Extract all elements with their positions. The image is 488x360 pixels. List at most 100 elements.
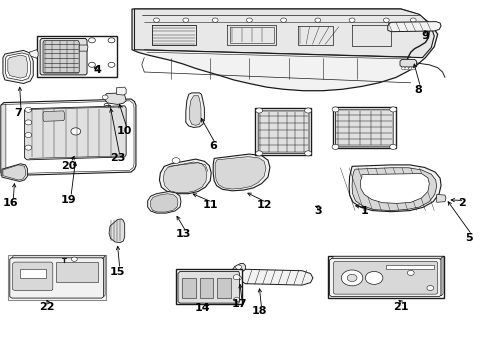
Circle shape bbox=[407, 270, 413, 275]
Polygon shape bbox=[178, 271, 239, 303]
Circle shape bbox=[331, 144, 338, 149]
Polygon shape bbox=[40, 39, 87, 75]
Text: 23: 23 bbox=[109, 153, 125, 163]
Circle shape bbox=[255, 108, 262, 113]
Polygon shape bbox=[134, 9, 433, 58]
Polygon shape bbox=[43, 41, 79, 73]
Circle shape bbox=[408, 67, 412, 70]
Circle shape bbox=[212, 18, 218, 22]
Circle shape bbox=[102, 95, 108, 99]
Text: 11: 11 bbox=[202, 200, 218, 210]
Text: 14: 14 bbox=[195, 303, 210, 313]
Text: 12: 12 bbox=[256, 200, 271, 210]
Circle shape bbox=[389, 144, 396, 149]
Circle shape bbox=[235, 276, 241, 280]
Circle shape bbox=[71, 257, 77, 261]
Polygon shape bbox=[20, 269, 46, 278]
Circle shape bbox=[341, 270, 362, 286]
Circle shape bbox=[280, 18, 286, 22]
Circle shape bbox=[88, 62, 95, 67]
Text: 21: 21 bbox=[392, 302, 408, 312]
Polygon shape bbox=[13, 262, 53, 291]
Polygon shape bbox=[331, 256, 442, 258]
Polygon shape bbox=[12, 256, 105, 258]
Bar bbox=[327, 256, 443, 298]
Text: 13: 13 bbox=[175, 229, 191, 239]
Circle shape bbox=[304, 151, 311, 156]
Text: 4: 4 bbox=[94, 65, 102, 75]
Circle shape bbox=[255, 151, 262, 156]
Circle shape bbox=[25, 132, 32, 138]
Text: 2: 2 bbox=[457, 198, 465, 208]
Polygon shape bbox=[436, 194, 445, 202]
Circle shape bbox=[25, 120, 32, 125]
Polygon shape bbox=[103, 256, 105, 297]
Polygon shape bbox=[116, 87, 126, 95]
Polygon shape bbox=[333, 261, 437, 294]
Polygon shape bbox=[399, 59, 416, 67]
Circle shape bbox=[331, 107, 338, 112]
Circle shape bbox=[172, 158, 180, 163]
Polygon shape bbox=[215, 157, 265, 189]
Circle shape bbox=[25, 145, 32, 150]
Polygon shape bbox=[387, 22, 440, 32]
Polygon shape bbox=[79, 45, 88, 51]
Circle shape bbox=[233, 275, 240, 280]
Circle shape bbox=[25, 107, 32, 112]
Polygon shape bbox=[329, 258, 440, 297]
Polygon shape bbox=[386, 265, 433, 269]
Polygon shape bbox=[24, 106, 126, 160]
Polygon shape bbox=[3, 50, 33, 84]
Circle shape bbox=[401, 67, 405, 70]
Polygon shape bbox=[150, 194, 178, 212]
Polygon shape bbox=[3, 101, 134, 174]
Circle shape bbox=[426, 285, 433, 291]
Bar bbox=[37, 36, 117, 77]
Polygon shape bbox=[213, 154, 269, 191]
Polygon shape bbox=[232, 264, 245, 281]
Polygon shape bbox=[3, 165, 25, 180]
Circle shape bbox=[365, 271, 382, 284]
Polygon shape bbox=[43, 111, 64, 121]
Circle shape bbox=[346, 274, 356, 282]
Polygon shape bbox=[29, 50, 38, 58]
Text: 8: 8 bbox=[413, 85, 421, 95]
Polygon shape bbox=[258, 111, 308, 153]
Circle shape bbox=[404, 67, 408, 70]
Bar bbox=[255, 108, 311, 155]
Polygon shape bbox=[109, 219, 124, 243]
Bar bbox=[217, 278, 230, 298]
Bar bbox=[182, 278, 195, 298]
Polygon shape bbox=[360, 174, 428, 203]
Polygon shape bbox=[348, 165, 440, 212]
Circle shape bbox=[108, 62, 115, 67]
Text: 9: 9 bbox=[421, 31, 428, 41]
Text: 19: 19 bbox=[61, 195, 76, 205]
Polygon shape bbox=[185, 93, 204, 127]
Bar bbox=[332, 107, 395, 148]
Text: 1: 1 bbox=[360, 206, 367, 216]
Polygon shape bbox=[239, 269, 312, 285]
Text: 20: 20 bbox=[61, 161, 76, 171]
Text: 15: 15 bbox=[109, 267, 125, 277]
Circle shape bbox=[409, 18, 415, 22]
Circle shape bbox=[71, 128, 81, 135]
Polygon shape bbox=[335, 110, 392, 147]
Polygon shape bbox=[105, 93, 126, 104]
Polygon shape bbox=[10, 258, 103, 298]
Bar bbox=[199, 278, 213, 298]
Circle shape bbox=[233, 297, 239, 302]
Text: 3: 3 bbox=[313, 206, 321, 216]
Circle shape bbox=[235, 265, 241, 269]
Polygon shape bbox=[351, 168, 436, 211]
Polygon shape bbox=[147, 192, 181, 213]
Polygon shape bbox=[440, 256, 442, 296]
Circle shape bbox=[314, 18, 320, 22]
Polygon shape bbox=[2, 164, 27, 181]
Polygon shape bbox=[5, 53, 30, 81]
Text: 16: 16 bbox=[3, 198, 19, 208]
Circle shape bbox=[410, 67, 414, 70]
Circle shape bbox=[153, 18, 159, 22]
Bar bbox=[176, 269, 242, 304]
Polygon shape bbox=[189, 96, 201, 125]
